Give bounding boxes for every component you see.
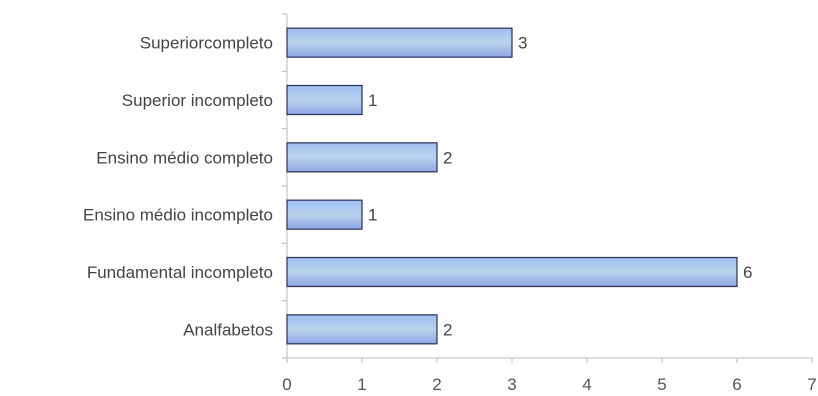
- axes: [282, 13, 813, 363]
- data-label: 2: [443, 320, 452, 339]
- x-tick-label: 5: [657, 375, 666, 394]
- category-label: Superiorcompleto: [140, 34, 273, 53]
- data-label: 2: [443, 148, 452, 167]
- data-label: 1: [368, 91, 377, 110]
- bars-group: [286, 27, 738, 345]
- category-label: Fundamental incompleto: [87, 263, 273, 282]
- x-tick-label: 1: [357, 375, 366, 394]
- data-label: 6: [743, 263, 752, 282]
- bar: [286, 27, 513, 58]
- bar: [286, 142, 438, 173]
- x-tick-label: 0: [282, 375, 291, 394]
- category-label: Ensino médio incompleto: [83, 206, 273, 225]
- x-tick-label: 4: [582, 375, 591, 394]
- bar: [286, 84, 363, 116]
- x-tick-label: 2: [432, 375, 441, 394]
- data-labels: 3 1 2 1 6 2: [368, 34, 752, 340]
- category-label: Ensino médio completo: [96, 148, 273, 167]
- x-tick-label: 6: [732, 375, 741, 394]
- x-tick-label: 3: [507, 375, 516, 394]
- bar: [286, 256, 738, 288]
- category-labels: Superiorcompleto Superior incompleto Ensin…: [83, 34, 273, 340]
- x-tick-label: 7: [807, 375, 816, 394]
- category-label: Superior incompleto: [122, 91, 273, 110]
- bar: [286, 199, 363, 230]
- data-label: 1: [368, 206, 377, 225]
- bar: [286, 314, 438, 345]
- x-tick-labels: 0 1 2 3 4 5 6 7: [282, 375, 816, 394]
- category-label: Analfabetos: [183, 320, 273, 339]
- data-label: 3: [518, 34, 527, 53]
